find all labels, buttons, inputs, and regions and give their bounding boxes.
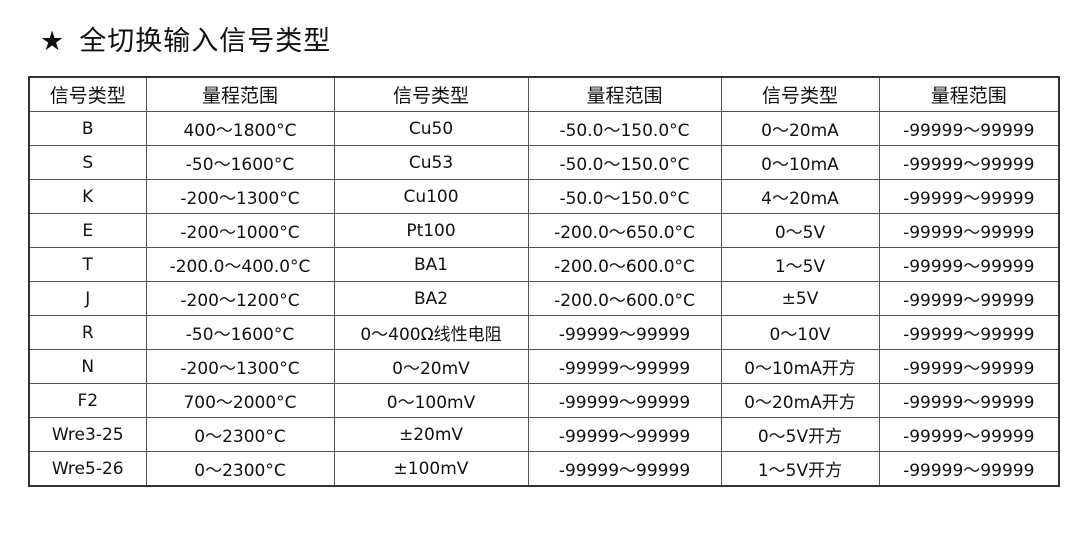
- column-header-range: 量程范围: [878, 76, 1060, 112]
- cell-signal-type: Wre5-26: [28, 451, 147, 487]
- cell-range: -99999～99999: [878, 417, 1060, 452]
- cell-signal-type: 0～10V: [720, 315, 880, 350]
- signal-type-table: 信号类型 量程范围 信号类型 量程范围 信号类型 量程范围 B 400～1800°C Cu50…: [28, 76, 1060, 487]
- cell-signal-type: 0～400Ω线性电阻: [333, 315, 529, 350]
- cell-range: -99999～99999: [527, 383, 722, 418]
- cell-signal-type: Cu53: [333, 145, 529, 180]
- title-text: 全切换输入信号类型: [79, 26, 332, 57]
- cell-signal-type: 1～5V开方: [720, 451, 880, 487]
- column-header-range: 量程范围: [145, 76, 335, 112]
- cell-range: -99999～99999: [878, 213, 1060, 248]
- table-row: J -200～1200°C BA2 -200.0～600.0°C ±5V -99999～9…: [28, 281, 1060, 316]
- cell-range: -200.0～600.0°C: [527, 281, 722, 316]
- cell-signal-type: R: [28, 315, 147, 350]
- cell-signal-type: 0～20mV: [333, 349, 529, 384]
- cell-signal-type: T: [28, 247, 147, 282]
- column-header-signal-type: 信号类型: [720, 76, 880, 112]
- cell-range: -50～1600°C: [145, 145, 335, 180]
- cell-signal-type: Cu50: [333, 111, 529, 146]
- cell-range: -99999～99999: [527, 315, 722, 350]
- cell-range: -50.0～150.0°C: [527, 145, 722, 180]
- table-row: Wre3-25 0～2300°C ±20mV -99999～99999 0～5V开方 -9…: [28, 417, 1060, 452]
- cell-signal-type: J: [28, 281, 147, 316]
- table-row: E -200～1000°C Pt100 -200.0～650.0°C 0～5V -9999…: [28, 213, 1060, 248]
- cell-signal-type: 0～10mA: [720, 145, 880, 180]
- table-row: K -200～1300°C Cu100 -50.0～150.0°C 4～20mA -999…: [28, 179, 1060, 214]
- cell-signal-type: Pt100: [333, 213, 529, 248]
- cell-range: 400～1800°C: [145, 111, 335, 146]
- cell-range: -200.0～650.0°C: [527, 213, 722, 248]
- table-row: Wre5-26 0～2300°C ±100mV -99999～99999 1～5V开方 -…: [28, 451, 1060, 487]
- cell-range: -200～1200°C: [145, 281, 335, 316]
- cell-signal-type: B: [28, 111, 147, 146]
- cell-signal-type: Cu100: [333, 179, 529, 214]
- cell-signal-type: Wre3-25: [28, 417, 147, 452]
- cell-range: -200.0～400.0°C: [145, 247, 335, 282]
- cell-range: -50.0～150.0°C: [527, 111, 722, 146]
- cell-range: -99999～99999: [527, 417, 722, 452]
- cell-range: -99999～99999: [878, 145, 1060, 180]
- cell-signal-type: ±20mV: [333, 417, 529, 452]
- cell-signal-type: 0～10mA开方: [720, 349, 880, 384]
- cell-range: 700～2000°C: [145, 383, 335, 418]
- cell-signal-type: 0～20mA: [720, 111, 880, 146]
- cell-signal-type: 4～20mA: [720, 179, 880, 214]
- table-row: F2 700～2000°C 0～100mV -99999～99999 0～20mA开方 -…: [28, 383, 1060, 418]
- cell-range: -200～1300°C: [145, 349, 335, 384]
- cell-range: -99999～99999: [878, 247, 1060, 282]
- cell-range: -99999～99999: [527, 451, 722, 487]
- column-header-signal-type: 信号类型: [333, 76, 529, 112]
- cell-signal-type: 0～5V开方: [720, 417, 880, 452]
- cell-range: -50～1600°C: [145, 315, 335, 350]
- cell-range: -99999～99999: [878, 451, 1060, 487]
- cell-signal-type: 0～5V: [720, 213, 880, 248]
- cell-range: -50.0～150.0°C: [527, 179, 722, 214]
- cell-signal-type: E: [28, 213, 147, 248]
- table-row: N -200～1300°C 0～20mV -99999～99999 0～10mA开方 -9…: [28, 349, 1060, 384]
- cell-signal-type: BA1: [333, 247, 529, 282]
- cell-range: -99999～99999: [878, 179, 1060, 214]
- column-header-range: 量程范围: [527, 76, 722, 112]
- cell-signal-type: K: [28, 179, 147, 214]
- cell-signal-type: 1～5V: [720, 247, 880, 282]
- cell-range: -99999～99999: [878, 315, 1060, 350]
- page-title: ★ 全切换输入信号类型: [40, 22, 331, 62]
- table-row: B 400～1800°C Cu50 -50.0～150.0°C 0～20mA -99999…: [28, 111, 1060, 146]
- star-icon: ★: [40, 26, 66, 57]
- cell-signal-type: BA2: [333, 281, 529, 316]
- cell-range: -200.0～600.0°C: [527, 247, 722, 282]
- cell-range: -99999～99999: [878, 383, 1060, 418]
- cell-range: 0～2300°C: [145, 451, 335, 487]
- cell-range: -99999～99999: [878, 281, 1060, 316]
- table-row: S -50～1600°C Cu53 -50.0～150.0°C 0～10mA -99999…: [28, 145, 1060, 180]
- cell-range: -99999～99999: [527, 349, 722, 384]
- table-row: R -50～1600°C 0～400Ω线性电阻 -99999～99999 0～10V -9…: [28, 315, 1060, 350]
- cell-range: -99999～99999: [878, 111, 1060, 146]
- cell-range: -200～1000°C: [145, 213, 335, 248]
- cell-range: -200～1300°C: [145, 179, 335, 214]
- column-header-signal-type: 信号类型: [28, 76, 147, 112]
- header-row: 信号类型 量程范围 信号类型 量程范围 信号类型 量程范围: [28, 76, 1060, 112]
- cell-signal-type: ±100mV: [333, 451, 529, 487]
- cell-signal-type: 0～20mA开方: [720, 383, 880, 418]
- cell-signal-type: ±5V: [720, 281, 880, 316]
- cell-range: 0～2300°C: [145, 417, 335, 452]
- cell-signal-type: F2: [28, 383, 147, 418]
- cell-signal-type: 0～100mV: [333, 383, 529, 418]
- table-row: T -200.0～400.0°C BA1 -200.0～600.0°C 1～5V -999…: [28, 247, 1060, 282]
- cell-signal-type: N: [28, 349, 147, 384]
- cell-signal-type: S: [28, 145, 147, 180]
- cell-range: -99999～99999: [878, 349, 1060, 384]
